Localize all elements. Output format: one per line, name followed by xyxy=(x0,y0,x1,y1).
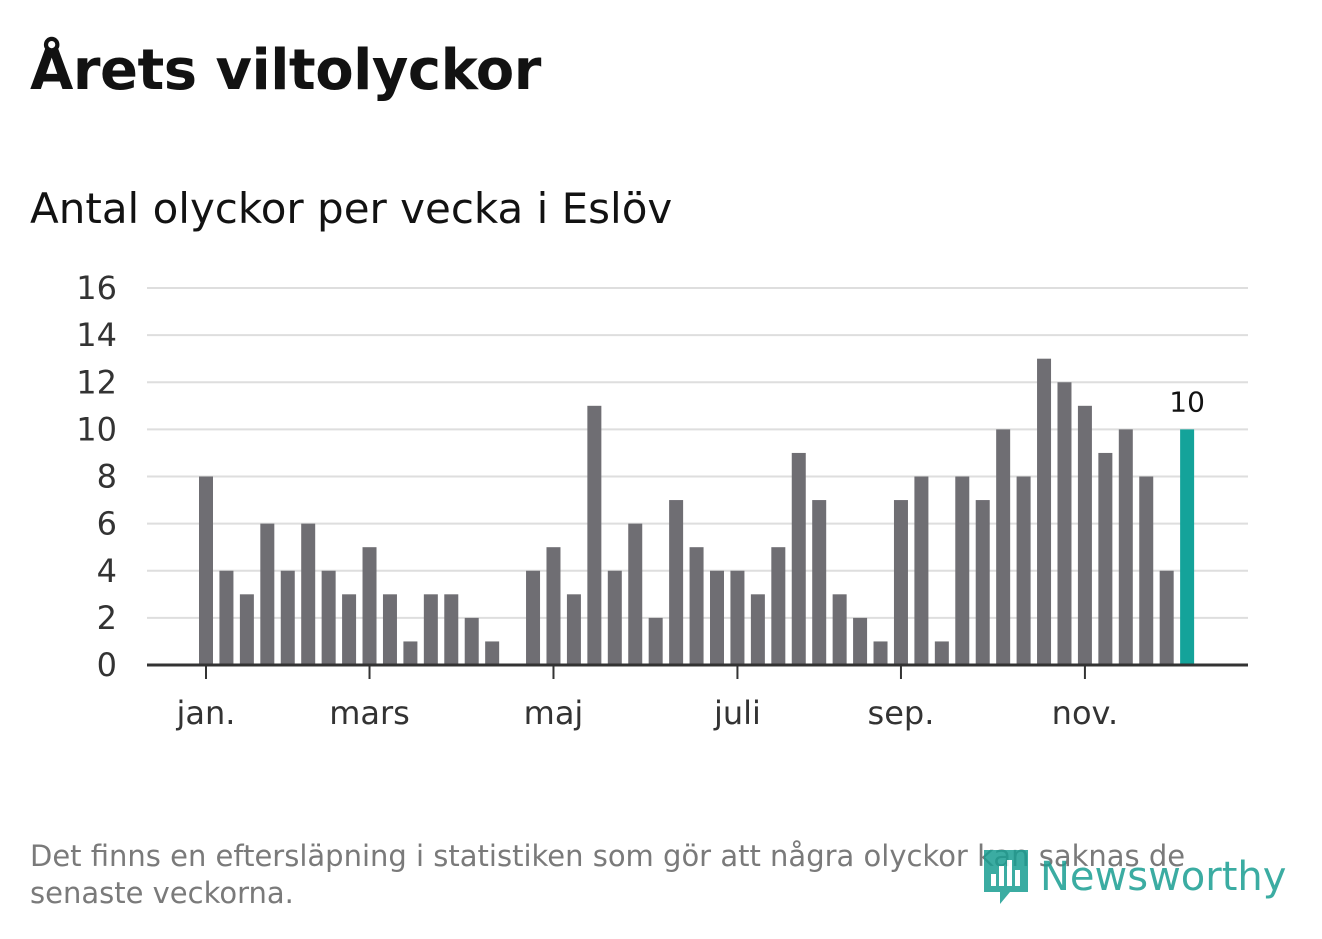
bar xyxy=(975,500,990,665)
last-value-label: 10 xyxy=(1169,385,1205,418)
y-tick-label: 12 xyxy=(76,363,117,401)
x-tick-label: nov. xyxy=(1052,694,1118,732)
bar xyxy=(260,523,275,665)
bar xyxy=(1037,358,1052,665)
bar xyxy=(382,594,397,665)
bar xyxy=(853,617,868,665)
bar xyxy=(362,547,377,665)
bar xyxy=(996,429,1011,665)
bar xyxy=(689,547,704,665)
y-tick-label: 6 xyxy=(97,505,117,543)
bar xyxy=(893,500,908,665)
x-tick-label: juli xyxy=(713,694,761,732)
bar xyxy=(485,641,500,665)
bar xyxy=(1016,476,1031,665)
x-axis: jan. mars maj juli sep. nov. xyxy=(147,663,1248,732)
y-tick-label: 16 xyxy=(76,269,117,307)
newsworthy-logo-icon xyxy=(984,850,1028,904)
bar xyxy=(526,570,541,665)
bar xyxy=(464,617,479,665)
x-tick-label: mars xyxy=(329,694,410,732)
bar xyxy=(832,594,847,665)
bar xyxy=(444,594,459,665)
bar xyxy=(546,547,561,665)
bar xyxy=(812,500,827,665)
x-tick-label: sep. xyxy=(868,694,935,732)
y-tick-label: 14 xyxy=(76,316,117,354)
logo-text: Newsworthy xyxy=(1040,854,1287,900)
x-tick-label: jan. xyxy=(176,694,236,732)
bar xyxy=(342,594,357,665)
bar xyxy=(669,500,684,665)
bar xyxy=(1118,429,1133,665)
bar xyxy=(280,570,295,665)
bar xyxy=(1139,476,1154,665)
chart-title: Årets viltolyckor xyxy=(30,38,541,103)
newsworthy-logo: Newsworthy xyxy=(980,846,1286,908)
bar xyxy=(710,570,724,665)
bar xyxy=(587,405,602,665)
bar xyxy=(566,594,581,665)
bar xyxy=(219,570,234,665)
bar xyxy=(791,452,806,665)
bar xyxy=(423,594,438,665)
bar xyxy=(1077,405,1092,665)
bar xyxy=(199,476,213,665)
chart-subtitle: Antal olyckor per vecka i Eslöv xyxy=(30,184,673,233)
y-tick-label: 0 xyxy=(97,646,117,684)
x-tick-label: maj xyxy=(524,694,584,732)
y-tick-label: 2 xyxy=(97,599,117,637)
bar xyxy=(648,617,663,665)
bar xyxy=(403,641,418,665)
value-labels: 10 xyxy=(1169,385,1205,418)
bar xyxy=(607,570,622,665)
bar xyxy=(628,523,643,665)
bar xyxy=(914,476,929,665)
bar-series xyxy=(199,358,1195,665)
bar xyxy=(301,523,316,665)
bar xyxy=(750,594,765,665)
y-tick-label: 8 xyxy=(97,458,117,496)
bar xyxy=(934,641,949,665)
bar xyxy=(321,570,336,665)
bar xyxy=(955,476,970,665)
bar xyxy=(1057,382,1072,665)
bar-chart: 0 2 4 6 8 10 12 14 16 jan. mars maj juli sep. nov. 10 xyxy=(76,269,1248,732)
bar xyxy=(239,594,254,665)
bar xyxy=(873,641,888,665)
y-axis-ticks: 0 2 4 6 8 10 12 14 16 xyxy=(76,269,117,684)
bar xyxy=(1159,570,1174,665)
y-tick-label: 4 xyxy=(97,552,117,590)
y-tick-label: 10 xyxy=(76,410,117,448)
bar xyxy=(1098,452,1113,665)
highlight-bar xyxy=(1180,429,1195,665)
bar xyxy=(771,547,786,665)
bar xyxy=(730,570,745,665)
